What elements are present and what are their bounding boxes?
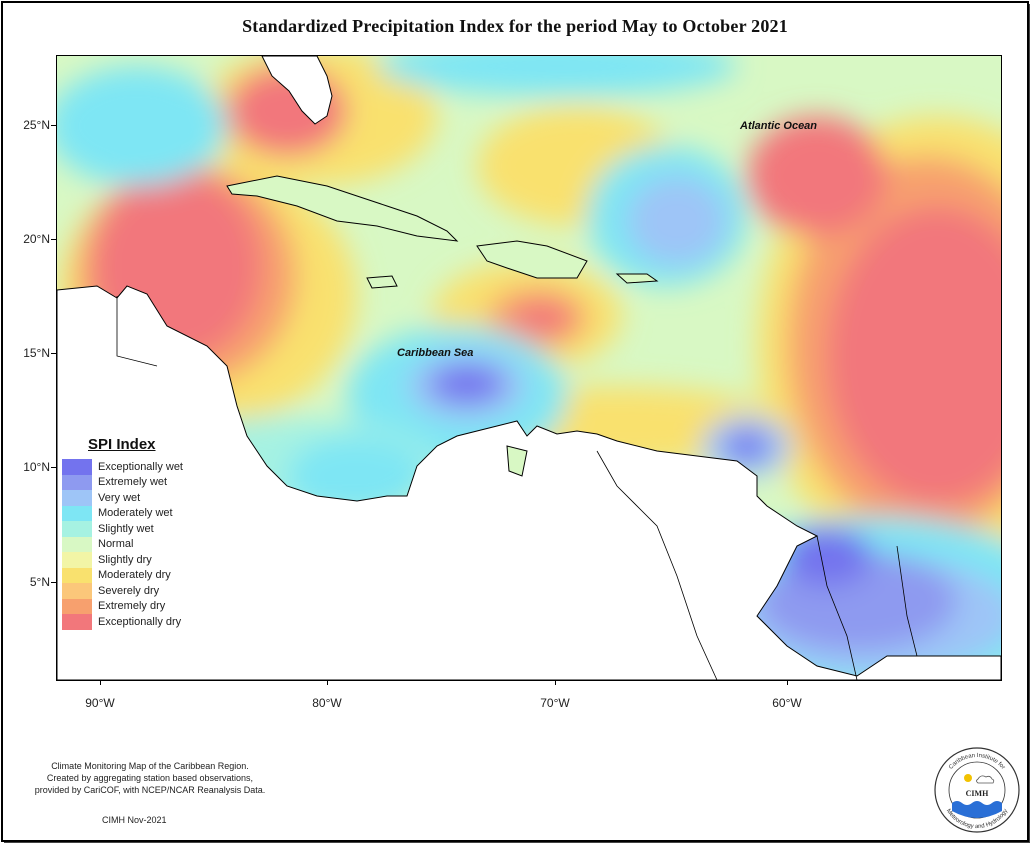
lat-tick (51, 125, 56, 126)
legend-label: Severely dry (98, 584, 160, 597)
lat-label-5n: 5°N (29, 575, 50, 589)
lat-label-20n: 20°N (23, 232, 50, 246)
lon-label-70w: 70°W (540, 696, 570, 710)
legend-item: Severely dry (62, 583, 212, 599)
legend-item: Exceptionally wet (62, 459, 212, 475)
sun-icon (964, 774, 972, 782)
legend-label: Normal (98, 538, 134, 551)
legend-swatch (62, 583, 92, 599)
legend-label: Extremely dry (98, 600, 166, 613)
lon-label-60w: 60°W (772, 696, 802, 710)
lon-tick (327, 680, 328, 685)
legend-swatch (62, 474, 92, 490)
legend-item: Exceptionally dry (62, 614, 212, 630)
legend-label: Exceptionally wet (98, 460, 183, 473)
lon-label-80w: 80°W (312, 696, 342, 710)
legend-rows: Exceptionally wet Extremely wet Very wet Mo… (62, 459, 212, 630)
lat-tick (51, 582, 56, 583)
footer-credit: CIMH Nov-2021 (102, 815, 167, 825)
legend-swatch (62, 536, 92, 552)
legend-label: Moderately dry (98, 569, 171, 582)
spi-map[interactable] (56, 55, 1002, 681)
lat-tick (51, 353, 56, 354)
legend-item: Normal (62, 536, 212, 552)
legend-swatch (62, 521, 92, 537)
lat-label-10n: 10°N (23, 460, 50, 474)
lon-label-90w: 90°W (85, 696, 115, 710)
legend-swatch (62, 505, 92, 521)
legend-item: Moderately dry (62, 567, 212, 583)
legend-label: Slightly wet (98, 522, 154, 535)
atlantic-ocean-label: Atlantic Ocean (740, 120, 818, 132)
caribbean-sea-label: Caribbean Sea (397, 347, 474, 359)
spi-legend: SPI Index Exceptionally wet Extremely wet… (62, 436, 212, 630)
lon-tick (555, 680, 556, 685)
lat-label-25n: 25°N (23, 118, 50, 132)
legend-label: Moderately wet (98, 507, 173, 520)
lat-label-15n: 15°N (23, 346, 50, 360)
islands (226, 175, 659, 477)
legend-swatch (62, 552, 92, 568)
cimh-logo: Caribbean Institute for Meteorology and … (932, 745, 1022, 835)
footer-line: provided by CariCOF, with NCEP/NCAR Rean… (34, 785, 266, 795)
lon-tick (100, 680, 101, 685)
legend-item: Extremely dry (62, 598, 212, 614)
legend-swatch (62, 490, 92, 506)
legend-label: Exceptionally dry (98, 615, 182, 628)
map-title: Standardized Precipitation Index for the… (242, 16, 788, 36)
wave-icon (952, 801, 1002, 818)
legend-item: Extremely wet (62, 474, 212, 490)
lon-tick (787, 680, 788, 685)
lat-tick (51, 239, 56, 240)
spi-field (57, 56, 1001, 680)
legend-item: Slightly dry (62, 552, 212, 568)
legend-swatch (62, 567, 92, 583)
footer-line: Created by aggregating station based obs… (46, 773, 254, 783)
legend-label: Extremely wet (98, 476, 168, 489)
borders (116, 296, 918, 680)
legend-item: Moderately wet (62, 505, 212, 521)
legend-swatch (62, 459, 92, 475)
land-mass (57, 56, 1001, 680)
legend-item: Very wet (62, 490, 212, 506)
legend-swatch (62, 614, 92, 630)
legend-swatch (62, 598, 92, 614)
logo-text: CIMH (966, 789, 989, 798)
footer-line: Climate Monitoring Map of the Caribbean … (51, 761, 249, 771)
legend-label: Slightly dry (98, 553, 152, 566)
cloud-icon (976, 775, 995, 784)
legend-label: Very wet (98, 491, 141, 504)
footer-description: Climate Monitoring Map of the Caribbean … (30, 760, 270, 796)
lat-tick (51, 467, 56, 468)
legend-title: SPI Index (88, 436, 156, 453)
legend-item: Slightly wet (62, 521, 212, 537)
